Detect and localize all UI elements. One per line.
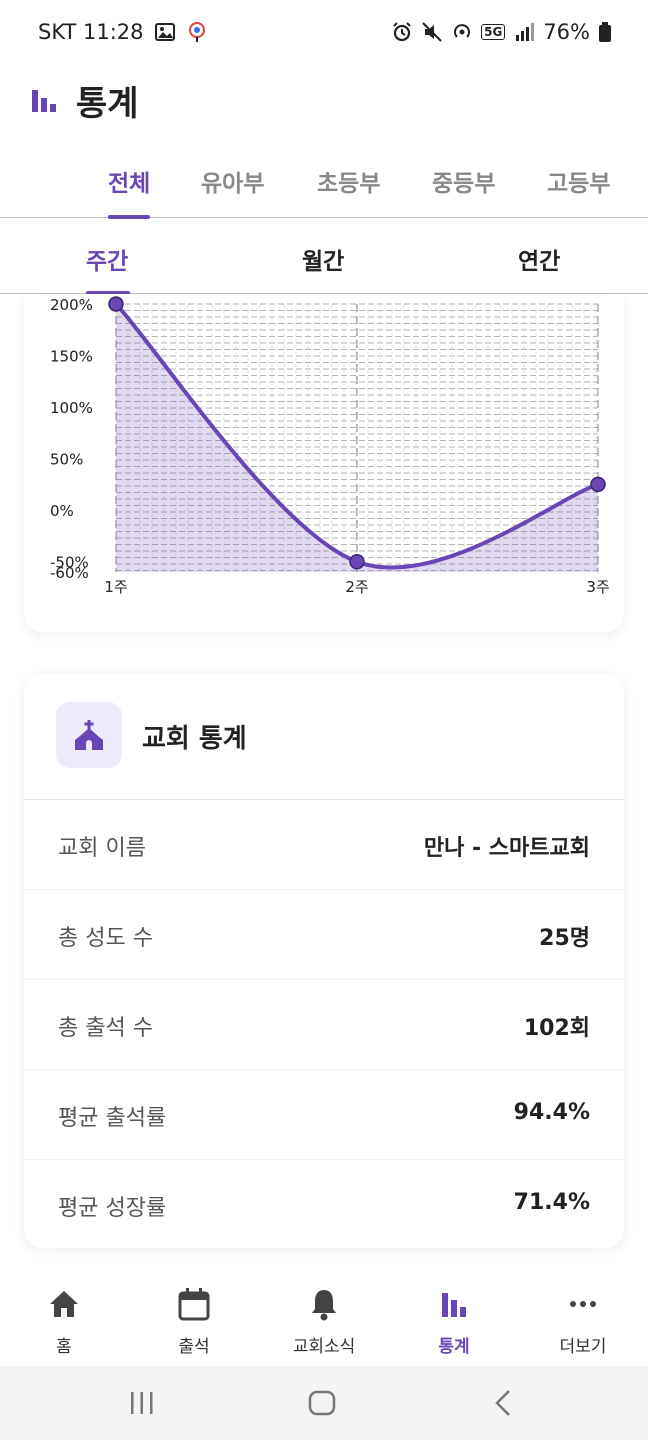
x-tick-label: 3주: [586, 578, 609, 596]
status-time: SKT 11:28: [38, 20, 144, 44]
mute-icon: [422, 22, 442, 42]
data-point[interactable]: [108, 296, 124, 312]
stat-value: 만나 - 스마트교회: [423, 836, 590, 861]
stat-label: 평균 성장률: [58, 1196, 167, 1221]
tab-high-school[interactable]: 고등부: [547, 171, 611, 197]
tab-infants[interactable]: 유아부: [201, 171, 265, 197]
stat-row-church-name: 교회 이름 만나 - 스마트교회: [24, 800, 624, 890]
nav-church-news[interactable]: 교회소식: [274, 1286, 374, 1357]
stat-label: 총 성도 수: [58, 926, 153, 951]
y-tick-label: -60%: [50, 564, 89, 582]
system-navigation-bar: [0, 1366, 648, 1440]
stat-row-total-attendance: 총 출석 수 102회: [24, 980, 624, 1070]
y-tick-label: 150%: [50, 348, 93, 366]
nav-more[interactable]: 더보기: [533, 1286, 633, 1357]
nav-label: 홈: [56, 1337, 72, 1357]
signal-icon: [516, 23, 535, 41]
stats-title: 교회 통계: [142, 724, 247, 754]
nav-label: 교회소식: [292, 1337, 356, 1357]
home-button-icon[interactable]: [307, 1388, 337, 1418]
church-badge: [56, 702, 122, 768]
tab-middle-school[interactable]: 중등부: [432, 171, 496, 197]
church-stats-card: 교회 통계 교회 이름 만나 - 스마트교회 총 성도 수 25명 총 출석 수…: [24, 674, 624, 1248]
y-tick-label: 200%: [50, 296, 93, 314]
dept-tab-indicator: [108, 215, 150, 219]
chart-area: [116, 304, 598, 572]
more-icon: [570, 1301, 596, 1307]
status-bar: SKT 11:28 5G 76%: [0, 0, 648, 64]
nav-attendance[interactable]: 출석: [144, 1286, 244, 1357]
gallery-icon: [154, 23, 175, 41]
alarm-icon: [393, 22, 411, 42]
y-tick-label: 100%: [50, 399, 93, 417]
nav-home[interactable]: 홈: [14, 1286, 114, 1357]
x-tick-label: 1주: [104, 578, 127, 596]
bottom-navigation: 홈 출석 교회소식 통계 더보기: [0, 1272, 648, 1366]
hotspot-icon: [454, 24, 471, 38]
battery-percent: 76%: [543, 20, 590, 44]
back-icon[interactable]: [490, 1388, 516, 1418]
period-tabs: 주간 월간 연간: [0, 218, 648, 295]
tab-weekly[interactable]: 주간: [86, 249, 129, 275]
stat-value: 102회: [523, 1016, 590, 1041]
nav-label: 출석: [178, 1337, 210, 1357]
tab-yearly[interactable]: 연간: [518, 249, 561, 275]
chart-card: 200% 150% 100% 50% 0% -50% -60% 1주 2주 3주: [24, 294, 624, 632]
battery-icon: [599, 22, 611, 42]
home-icon: [50, 1291, 78, 1317]
tab-elementary[interactable]: 초등부: [317, 171, 381, 197]
y-tick-label: -50%: [50, 554, 89, 572]
y-tick-label: 50%: [50, 451, 83, 469]
stats-card-header: 교회 통계: [24, 674, 624, 800]
page-title: 통계: [76, 84, 139, 124]
bar-chart-icon: [442, 1293, 466, 1317]
nav-label: 통계: [438, 1337, 470, 1357]
app-header: 통계: [0, 70, 648, 134]
stat-row-total-members: 총 성도 수 25명: [24, 890, 624, 980]
period-tab-indicator: [86, 291, 130, 295]
nav-label: 더보기: [559, 1337, 607, 1357]
stat-label: 교회 이름: [58, 836, 146, 861]
stat-label: 평균 출석률: [58, 1106, 167, 1131]
tab-monthly[interactable]: 월간: [302, 249, 345, 275]
data-point[interactable]: [349, 553, 365, 570]
map-pin-icon: [188, 22, 205, 42]
stat-row-avg-attendance-rate: 평균 출석률 94.4%: [24, 1070, 624, 1160]
nav-statistics[interactable]: 통계: [404, 1286, 504, 1357]
stat-value: 71.4%: [513, 1190, 590, 1215]
church-icon: [75, 720, 103, 750]
data-point[interactable]: [590, 476, 606, 493]
tab-all[interactable]: 전체: [108, 171, 151, 197]
bell-icon: [312, 1290, 336, 1321]
network-type: 5G: [481, 24, 506, 40]
x-tick-label: 2주: [345, 578, 368, 596]
status-left: SKT 11:28: [38, 20, 208, 44]
bar-chart-icon: [32, 90, 56, 112]
department-tabs: 전체 유아부 초등부 중등부 고등부: [0, 150, 648, 219]
growth-chart: 200% 150% 100% 50% 0% -50%-60% 1주 2주 3주: [50, 296, 610, 596]
stat-label: 총 출석 수: [58, 1016, 153, 1041]
stat-value: 94.4%: [513, 1100, 590, 1125]
calendar-icon: [178, 1288, 210, 1321]
stat-row-avg-growth-rate: 평균 성장률 71.4%: [24, 1160, 624, 1250]
stat-value: 25명: [539, 926, 590, 951]
recent-apps-icon[interactable]: [128, 1388, 156, 1418]
y-tick-label: 0%: [50, 502, 74, 520]
status-right: 5G 76%: [391, 20, 612, 44]
